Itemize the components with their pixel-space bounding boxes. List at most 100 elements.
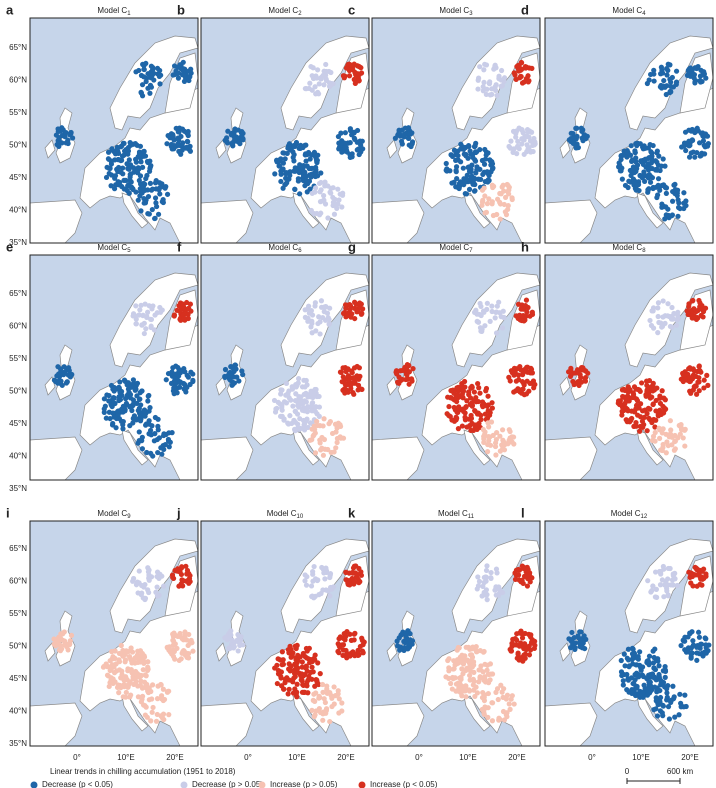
station-dot — [327, 572, 333, 578]
station-dot — [484, 563, 490, 569]
station-dot — [187, 148, 194, 154]
station-dot — [146, 697, 152, 703]
station-dot — [653, 695, 659, 701]
station-dot — [644, 387, 650, 393]
station-dot — [522, 641, 528, 647]
station-dot — [236, 640, 243, 646]
map-content — [30, 521, 198, 746]
station-dot — [510, 128, 517, 134]
station-dot — [511, 701, 517, 707]
station-dot — [151, 438, 157, 444]
station-dot — [532, 642, 538, 648]
station-dot — [347, 302, 353, 308]
land — [109, 35, 198, 131]
station-dot — [662, 216, 668, 222]
station-dot — [68, 632, 75, 638]
station-dot — [497, 433, 503, 439]
station-dot — [634, 182, 640, 188]
station-dot — [689, 298, 696, 304]
station-dot — [654, 159, 660, 165]
map — [371, 17, 541, 244]
station-dot — [152, 431, 158, 437]
land — [386, 642, 398, 662]
station-dot — [291, 418, 297, 424]
station-dot — [305, 394, 311, 400]
station-dot — [485, 177, 491, 183]
station-dot — [321, 82, 327, 88]
station-dot — [179, 147, 185, 153]
station-dot — [118, 157, 125, 163]
station-dot — [459, 693, 465, 699]
station-dot — [469, 402, 476, 408]
land — [109, 538, 198, 634]
station-dot — [299, 659, 305, 665]
station-dot — [523, 573, 530, 579]
station-dot — [678, 700, 684, 706]
station-dot — [234, 374, 240, 380]
station-dot — [144, 313, 150, 320]
station-dot — [304, 416, 310, 422]
station-dot — [475, 86, 481, 92]
station-dot — [705, 382, 711, 388]
station-dot — [455, 153, 461, 159]
land — [121, 695, 149, 732]
station-dot — [686, 69, 692, 75]
station-dot — [289, 386, 296, 392]
station-dot — [131, 400, 137, 407]
station-dot — [638, 667, 644, 673]
station-dot — [691, 75, 697, 81]
station-dot — [620, 393, 626, 400]
station-dot — [157, 185, 163, 191]
station-dot — [320, 452, 327, 458]
station-dot — [522, 133, 528, 139]
panel-frame — [371, 17, 541, 244]
panel-title: Model C10 — [267, 509, 304, 519]
station-dot — [567, 373, 574, 380]
station-dot — [290, 154, 296, 161]
station-dot — [122, 657, 129, 663]
station-dot — [459, 666, 465, 672]
station-dot — [489, 86, 495, 92]
lon-label: 10°E — [117, 753, 134, 762]
station-dot — [134, 393, 140, 399]
lat-label: 40°N — [9, 452, 27, 461]
station-dot — [335, 133, 342, 140]
station-dot — [482, 323, 488, 329]
station-dot — [637, 428, 643, 434]
station-dot — [682, 638, 688, 644]
station-dot — [108, 172, 115, 178]
station-dot — [275, 656, 281, 662]
station-dot — [313, 169, 319, 175]
station-dot — [516, 146, 522, 152]
station-dot — [507, 145, 513, 151]
station-dot — [144, 714, 150, 720]
station-dot — [409, 141, 415, 147]
station-dot — [281, 399, 288, 405]
station-dot — [143, 175, 149, 182]
station-dot — [340, 374, 346, 380]
station-dot — [176, 657, 182, 664]
station-dot — [147, 180, 154, 186]
station-dot — [692, 154, 698, 160]
station-dot — [568, 638, 574, 644]
station-dot — [515, 301, 522, 307]
station-dot — [345, 580, 351, 586]
station-dot — [653, 417, 659, 423]
panel-title: Model C11 — [438, 509, 475, 519]
station-dot — [177, 316, 183, 322]
station-dot — [629, 157, 635, 163]
station-dot — [308, 583, 315, 589]
station-dot — [489, 718, 496, 724]
station-dot — [465, 155, 471, 161]
land — [624, 272, 713, 368]
station-dot — [155, 449, 161, 456]
station-dot — [493, 436, 499, 443]
station-dot — [283, 169, 289, 176]
land — [372, 199, 425, 243]
station-dot — [134, 380, 141, 386]
station-dot — [122, 378, 128, 384]
panel-frame — [371, 520, 541, 747]
station-dot — [141, 74, 147, 80]
station-dot — [521, 392, 527, 398]
station-dot — [120, 403, 126, 409]
